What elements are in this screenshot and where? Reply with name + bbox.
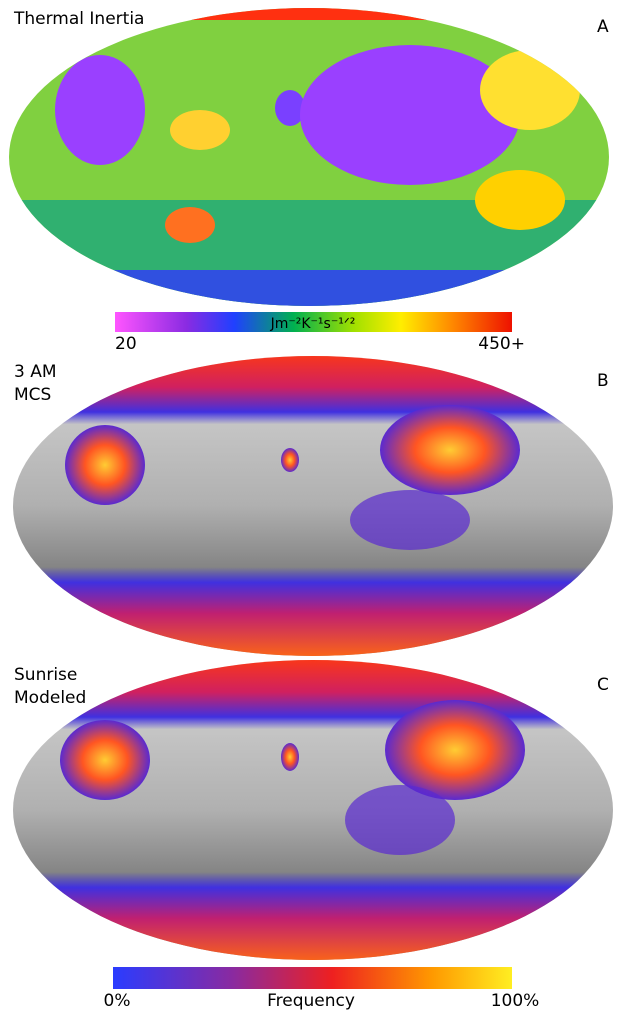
colorbar-label: Frequency bbox=[267, 991, 355, 1011]
colorbar-min: 0% bbox=[104, 991, 131, 1011]
figure: Thermal Inertia A 3 AM MCS B Sunrise Mod… bbox=[0, 0, 618, 1012]
colorbar-max: 100% bbox=[491, 991, 540, 1011]
panel-letter: C bbox=[597, 675, 609, 695]
map-thermal-inertia bbox=[0, 0, 618, 310]
colorbar-max: 450+ bbox=[478, 334, 525, 354]
panel-title: Sunrise bbox=[14, 665, 77, 685]
panel-letter: A bbox=[597, 17, 609, 37]
panel-letter: B bbox=[597, 371, 609, 391]
panel-title: 3 AM bbox=[14, 362, 57, 382]
panel-title: Modeled bbox=[14, 688, 86, 708]
panel-title: Thermal Inertia bbox=[13, 9, 144, 29]
colorbar-min: 20 bbox=[115, 334, 137, 354]
map-3am bbox=[0, 350, 618, 660]
colorbar bbox=[113, 967, 512, 989]
colorbar-unit: Jm⁻²K⁻¹s⁻¹ᐟ² bbox=[270, 316, 356, 332]
map-sunrise bbox=[0, 655, 618, 965]
panel-title: MCS bbox=[14, 385, 51, 405]
